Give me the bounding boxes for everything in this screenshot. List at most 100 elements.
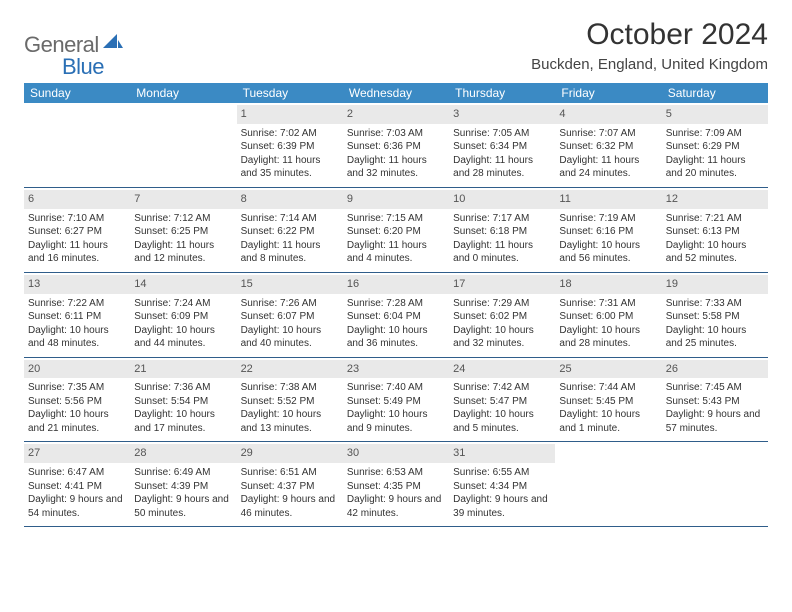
sunrise-line: Sunrise: 7:35 AM [28, 381, 126, 395]
day-number: 4 [555, 105, 661, 124]
day-number: 16 [343, 275, 449, 294]
day-cell: 28Sunrise: 6:49 AMSunset: 4:39 PMDayligh… [130, 442, 236, 526]
day-number: 22 [237, 360, 343, 379]
brand-sail-icon [103, 34, 123, 57]
sunrise-line: Sunrise: 6:55 AM [453, 466, 551, 480]
daylight-line: Daylight: 11 hours and 20 minutes. [666, 154, 764, 181]
sunrise-line: Sunrise: 7:22 AM [28, 297, 126, 311]
sunrise-line: Sunrise: 7:12 AM [134, 212, 232, 226]
sunrise-line: Sunrise: 7:07 AM [559, 127, 657, 141]
day-number: 5 [662, 105, 768, 124]
sunrise-line: Sunrise: 7:17 AM [453, 212, 551, 226]
day-number: 14 [130, 275, 236, 294]
day-cell: 7Sunrise: 7:12 AMSunset: 6:25 PMDaylight… [130, 188, 236, 272]
sunset-line: Sunset: 6:27 PM [28, 225, 126, 239]
day-cell: 30Sunrise: 6:53 AMSunset: 4:35 PMDayligh… [343, 442, 449, 526]
daylight-line: Daylight: 10 hours and 9 minutes. [347, 408, 445, 435]
day-cell: 25Sunrise: 7:44 AMSunset: 5:45 PMDayligh… [555, 358, 661, 442]
day-number: 9 [343, 190, 449, 209]
daylight-line: Daylight: 11 hours and 8 minutes. [241, 239, 339, 266]
day-cell: 3Sunrise: 7:05 AMSunset: 6:34 PMDaylight… [449, 103, 555, 187]
daylight-line: Daylight: 10 hours and 25 minutes. [666, 324, 764, 351]
daylight-line: Daylight: 9 hours and 54 minutes. [28, 493, 126, 520]
sunset-line: Sunset: 6:16 PM [559, 225, 657, 239]
sunrise-line: Sunrise: 7:15 AM [347, 212, 445, 226]
dow-cell: Monday [130, 83, 236, 103]
sunrise-line: Sunrise: 6:49 AM [134, 466, 232, 480]
sunset-line: Sunset: 5:49 PM [347, 395, 445, 409]
empty-cell [555, 442, 661, 526]
day-number: 25 [555, 360, 661, 379]
day-cell: 20Sunrise: 7:35 AMSunset: 5:56 PMDayligh… [24, 358, 130, 442]
sunrise-line: Sunrise: 6:53 AM [347, 466, 445, 480]
sunrise-line: Sunrise: 7:40 AM [347, 381, 445, 395]
sunset-line: Sunset: 6:20 PM [347, 225, 445, 239]
daylight-line: Daylight: 10 hours and 36 minutes. [347, 324, 445, 351]
daylight-line: Daylight: 11 hours and 32 minutes. [347, 154, 445, 181]
dow-cell: Sunday [24, 83, 130, 103]
day-number: 31 [449, 444, 555, 463]
sunset-line: Sunset: 6:02 PM [453, 310, 551, 324]
day-cell: 12Sunrise: 7:21 AMSunset: 6:13 PMDayligh… [662, 188, 768, 272]
daylight-line: Daylight: 10 hours and 56 minutes. [559, 239, 657, 266]
day-cell: 8Sunrise: 7:14 AMSunset: 6:22 PMDaylight… [237, 188, 343, 272]
calendar-body: 1Sunrise: 7:02 AMSunset: 6:39 PMDaylight… [24, 103, 768, 527]
day-number: 24 [449, 360, 555, 379]
sunset-line: Sunset: 6:11 PM [28, 310, 126, 324]
sunset-line: Sunset: 6:09 PM [134, 310, 232, 324]
day-cell: 11Sunrise: 7:19 AMSunset: 6:16 PMDayligh… [555, 188, 661, 272]
day-cell: 2Sunrise: 7:03 AMSunset: 6:36 PMDaylight… [343, 103, 449, 187]
sunrise-line: Sunrise: 7:14 AM [241, 212, 339, 226]
day-number: 1 [237, 105, 343, 124]
daylight-line: Daylight: 10 hours and 13 minutes. [241, 408, 339, 435]
sunset-line: Sunset: 5:54 PM [134, 395, 232, 409]
day-cell: 1Sunrise: 7:02 AMSunset: 6:39 PMDaylight… [237, 103, 343, 187]
day-cell: 16 Sunrise: 7:28 AMSunset: 6:04 PMDayligh… [343, 273, 449, 357]
dow-cell: Friday [555, 83, 661, 103]
day-number: 10 [449, 190, 555, 209]
week-row: 13 Sunrise: 7:22 AMSunset: 6:11 PM Dayligh… [24, 273, 768, 358]
day-number: 29 [237, 444, 343, 463]
sunset-line: Sunset: 5:47 PM [453, 395, 551, 409]
sunset-line: Sunset: 6:13 PM [666, 225, 764, 239]
daylight-line: Daylight: 10 hours and 28 minutes. [559, 324, 657, 351]
daylight-line: Daylight: 11 hours and 28 minutes. [453, 154, 551, 181]
daylight-line: Daylight: 11 hours and 4 minutes. [347, 239, 445, 266]
day-cell: 9 Sunrise: 7:15 AMSunset: 6:20 PMDaylight… [343, 188, 449, 272]
empty-cell [130, 103, 236, 187]
sunset-line: Sunset: 5:52 PM [241, 395, 339, 409]
sunset-line: Sunset: 6:22 PM [241, 225, 339, 239]
day-number: 23 [343, 360, 449, 379]
day-number: 30 [343, 444, 449, 463]
daylight-line: Daylight: 11 hours and 12 minutes. [134, 239, 232, 266]
day-cell: 14Sunrise: 7:24 AMSunset: 6:09 PMDayligh… [130, 273, 236, 357]
day-number: 13 [24, 275, 130, 294]
day-cell: 4Sunrise: 7:07 AMSunset: 6:32 PMDaylight… [555, 103, 661, 187]
sunset-line: Sunset: 4:37 PM [241, 480, 339, 494]
day-number: 17 [449, 275, 555, 294]
day-number: 3 [449, 105, 555, 124]
daylight-line: Daylight: 10 hours and 17 minutes. [134, 408, 232, 435]
sunrise-line: Sunrise: 7:36 AM [134, 381, 232, 395]
week-row: 6Sunrise: 7:10 AMSunset: 6:27 PMDaylight… [24, 188, 768, 273]
daylight-line: Daylight: 9 hours and 57 minutes. [666, 408, 764, 435]
day-cell: 31Sunrise: 6:55 AMSunset: 4:34 PMDayligh… [449, 442, 555, 526]
day-number: 21 [130, 360, 236, 379]
day-number: 7 [130, 190, 236, 209]
daylight-line: Daylight: 10 hours and 5 minutes. [453, 408, 551, 435]
daylight-line: Daylight: 11 hours and 24 minutes. [559, 154, 657, 181]
dow-cell: Wednesday [343, 83, 449, 103]
sunrise-line: Sunrise: 7:28 AM [347, 297, 445, 311]
empty-cell [662, 442, 768, 526]
sunset-line: Sunset: 5:45 PM [559, 395, 657, 409]
location-text: Buckden, England, United Kingdom [531, 56, 768, 73]
day-cell: 21 Sunrise: 7:36 AMSunset: 5:54 PMDayligh… [130, 358, 236, 442]
sunset-line: Sunset: 6:04 PM [347, 310, 445, 324]
sunrise-line: Sunrise: 7:10 AM [28, 212, 126, 226]
sunset-line: Sunset: 5:56 PM [28, 395, 126, 409]
sunset-line: Sunset: 6:29 PM [666, 140, 764, 154]
sunset-line: Sunset: 5:58 PM [666, 310, 764, 324]
daylight-line: Daylight: 11 hours and 16 minutes. [28, 239, 126, 266]
day-cell: 19Sunrise: 7:33 AMSunset: 5:58 PMDayligh… [662, 273, 768, 357]
day-cell: 6Sunrise: 7:10 AMSunset: 6:27 PMDaylight… [24, 188, 130, 272]
